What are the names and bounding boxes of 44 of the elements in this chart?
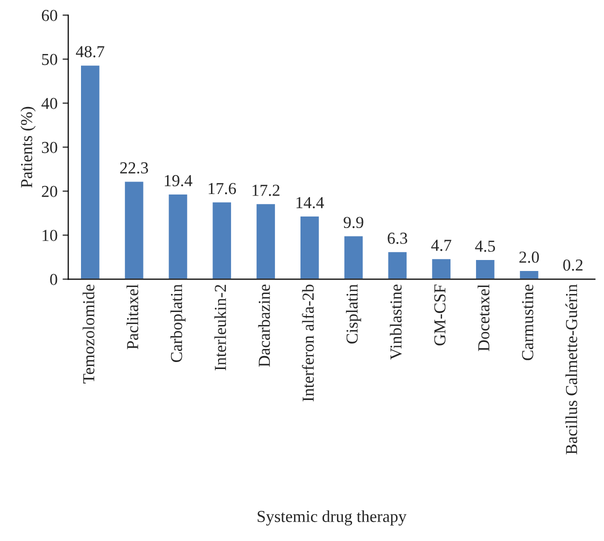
x-tick-label: Vinblastine — [390, 284, 402, 360]
data-label: 9.9 — [344, 216, 364, 228]
x-tick-label: Carboplatin — [170, 284, 186, 362]
x-tick-label: Carmustine — [522, 284, 534, 360]
data-label: 2.0 — [519, 252, 539, 263]
bar — [430, 258, 452, 280]
bar — [124, 180, 145, 280]
x-tick-label: Interferon alfa-2b — [302, 284, 314, 402]
data-label: 17.2 — [252, 184, 280, 196]
data-label: 48.7 — [76, 46, 104, 58]
bar — [518, 270, 540, 280]
bar — [299, 215, 320, 280]
y-axis-title: Patients (%) — [20, 106, 36, 188]
x-tick-label: Interleukin-2 — [214, 284, 226, 370]
x-tick-label: Paclitaxel — [126, 284, 138, 350]
y-tick-label: 0 — [50, 274, 58, 286]
data-label: 22.3 — [120, 162, 148, 174]
x-tick-label: Bacillus Calmette-Guérin — [565, 284, 578, 454]
data-label: 0.2 — [563, 259, 582, 271]
data-label: 19.4 — [164, 175, 192, 186]
bar — [474, 258, 496, 280]
x-tick-label: GM-CSF — [434, 284, 446, 346]
y-tick-label: 60 — [42, 10, 58, 22]
data-label: 6.3 — [388, 232, 408, 244]
data-label: 4.5 — [475, 240, 495, 252]
bar — [167, 193, 189, 280]
bar — [342, 234, 364, 280]
y-tick-label: 50 — [42, 54, 58, 66]
y-tick-label: 20 — [42, 186, 58, 198]
data-label: 14.4 — [296, 197, 324, 208]
bar — [211, 201, 232, 280]
x-tick-label: Temozolomide — [82, 284, 94, 384]
data-label: 17.6 — [208, 182, 236, 194]
bar — [386, 250, 408, 280]
x-tick-label: Dacarbazine — [258, 284, 270, 367]
y-tick-label: 30 — [42, 142, 58, 154]
bar — [80, 64, 101, 280]
data-label: 4.7 — [431, 240, 452, 251]
x-tick-label: Cisplatin — [346, 284, 362, 344]
y-tick-label: 10 — [42, 230, 58, 242]
x-axis-title: Systemic drug therapy — [258, 510, 407, 526]
x-tick-label: Docetaxel — [478, 284, 490, 352]
bar — [255, 202, 276, 280]
y-tick-label: 40 — [41, 98, 58, 110]
